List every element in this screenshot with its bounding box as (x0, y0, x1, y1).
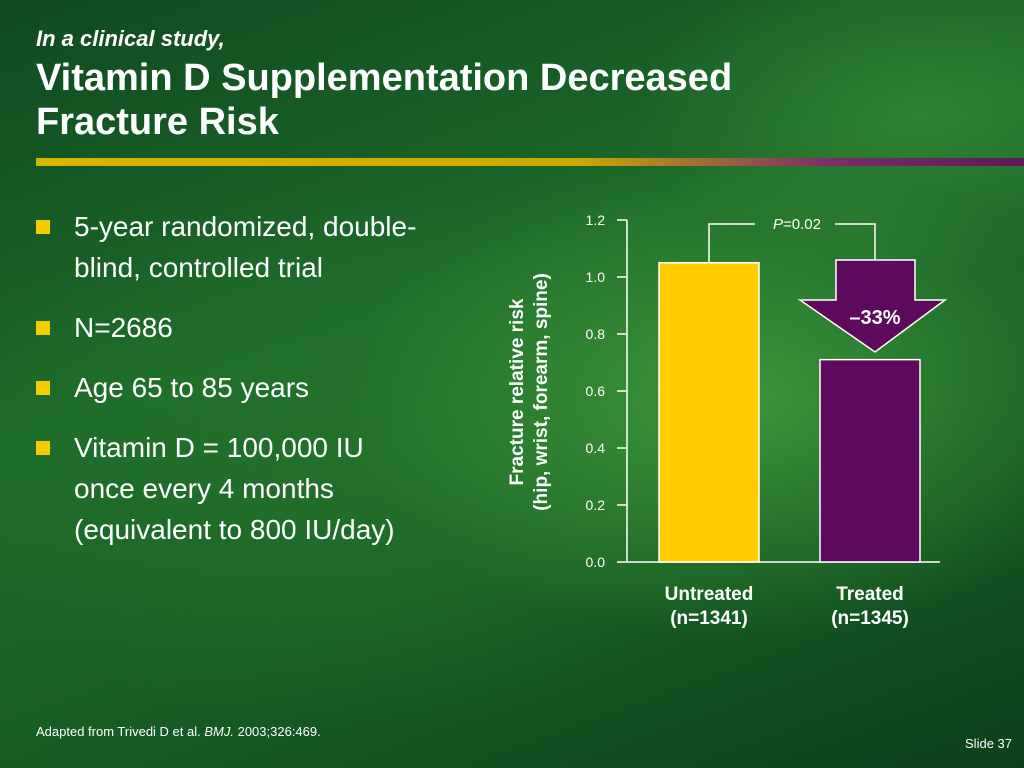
footnote-prefix: Adapted from Trivedi D et al. (36, 724, 205, 739)
bullet-line: 5-year randomized, double- (74, 211, 417, 242)
y-tick-label: 0.2 (586, 497, 606, 513)
title-line-2: Fracture Risk (36, 101, 279, 143)
bullet-item: Vitamin D = 100,000 IU once every 4 month… (36, 427, 506, 550)
bullet-text: Age 65 to 85 years (74, 367, 309, 408)
x-category-label-line-2: (n=1341) (670, 608, 748, 629)
reduction-arrow (797, 259, 948, 353)
title-underline (36, 158, 1024, 166)
bullet-line: once every 4 months (74, 473, 334, 504)
slide-number: Slide 37 (965, 736, 1012, 751)
footnote-suffix: 2003;326:469. (233, 724, 321, 739)
x-category-label-line-2: (n=1345) (831, 608, 909, 629)
y-tick-label: 0.4 (586, 440, 606, 456)
bullet-list: 5-year randomized, double-blind, control… (36, 206, 506, 569)
slide-kicker: In a clinical study, (36, 26, 225, 51)
y-tick-label: 1.2 (586, 212, 606, 228)
y-axis-label-line-2: (hip, wrist, forearm, spine) (531, 273, 552, 511)
bullet-line: Vitamin D = 100,000 IU (74, 432, 364, 463)
p-value-label: P=0.02 (773, 216, 821, 233)
bullet-line: Age 65 to 85 years (74, 372, 310, 403)
y-axis-label-line-1: Fracture relative risk (507, 298, 528, 485)
y-tick-label: 0.6 (586, 383, 606, 399)
bar-treated (819, 358, 921, 563)
square-bullet-icon (36, 381, 50, 395)
title-line-1: Vitamin D Supplementation Decreased (36, 57, 733, 99)
bullet-text: Vitamin D = 100,000 IU once every 4 month… (74, 427, 395, 550)
bullet-line: (equivalent to 800 IU/day) (74, 514, 395, 545)
y-tick-label: 1.0 (586, 269, 606, 285)
x-category-label-line-1: Treated (836, 584, 904, 605)
bullet-line: blind, controlled trial (74, 252, 324, 283)
slide-title: Vitamin D Supplementation Decreased Frac… (36, 56, 936, 144)
bar-untreated (658, 262, 760, 563)
p-value: =0.02 (783, 216, 821, 233)
reduction-label: –33% (849, 307, 900, 329)
square-bullet-icon (36, 321, 50, 335)
bullet-text: 5-year randomized, double-blind, control… (74, 206, 416, 288)
y-tick-label: 0.8 (586, 326, 606, 342)
footnote-journal: BMJ. (204, 724, 234, 739)
bullet-item: N=2686 (36, 307, 506, 348)
bracket-left (708, 223, 755, 263)
bullet-line: N=2686 (74, 312, 173, 343)
square-bullet-icon (36, 220, 50, 234)
bullet-item: Age 65 to 85 years (36, 367, 506, 408)
square-bullet-icon (36, 441, 50, 455)
bullet-item: 5-year randomized, double-blind, control… (36, 206, 506, 288)
x-category-label-line-1: Untreated (665, 584, 754, 605)
footnote: Adapted from Trivedi D et al. BMJ. 2003;… (36, 724, 321, 739)
bullet-text: N=2686 (74, 307, 173, 348)
bracket-right (835, 223, 876, 260)
y-tick-label: 0.0 (586, 554, 606, 570)
p-symbol: P (773, 216, 783, 233)
